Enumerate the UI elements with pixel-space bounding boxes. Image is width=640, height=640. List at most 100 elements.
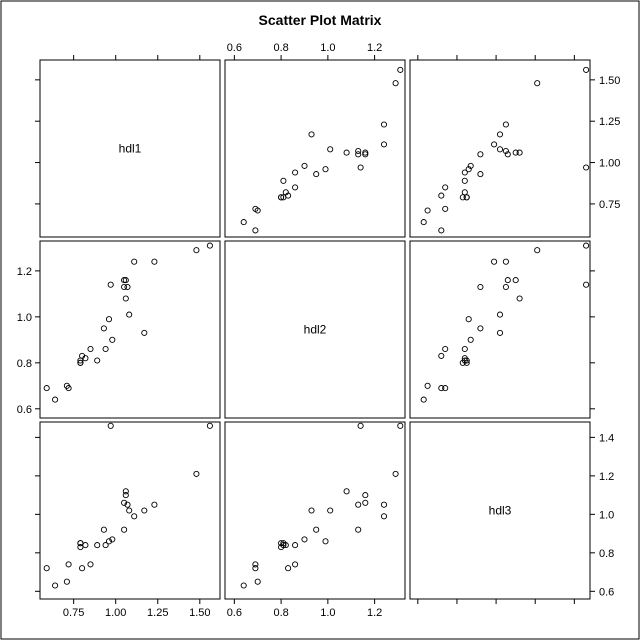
left-tick-label-hdl2-3: 1.2 <box>17 266 32 278</box>
point-hdl1-vs-hdl3-18 <box>512 149 519 156</box>
point-hdl1-vs-hdl3-10 <box>461 177 468 184</box>
top-tick-label-hdl2-1: 0.8 <box>273 42 288 54</box>
point-hdl3-vs-hdl1-3 <box>65 561 72 568</box>
point-hdl2-vs-hdl3-21 <box>496 311 504 318</box>
point-hdl3-vs-hdl1-4 <box>77 544 84 551</box>
point-hdl3-vs-hdl1-7 <box>77 540 84 547</box>
point-hdl2-vs-hdl3-17 <box>504 277 511 284</box>
point-hdl3-vs-hdl2-11 <box>313 526 320 533</box>
point-hdl2-vs-hdl1-22 <box>131 258 138 265</box>
panel-hdl1-vs-hdl1 <box>39 59 221 238</box>
point-hdl1-vs-hdl2-10 <box>280 177 287 184</box>
top-tick-label-hdl2-3: 1.2 <box>367 42 382 54</box>
point-hdl2-vs-hdl3-10 <box>461 357 468 364</box>
point-hdl1-vs-hdl3-16 <box>477 151 484 158</box>
left-tick-label-hdl2-1: 0.8 <box>17 358 32 370</box>
point-hdl1-vs-hdl3-6 <box>438 192 445 199</box>
point-hdl1-vs-hdl2-0 <box>252 227 259 234</box>
point-hdl1-vs-hdl3-15 <box>467 162 474 169</box>
left-tick-label-hdl2-0: 0.6 <box>17 404 32 416</box>
point-hdl2-vs-hdl3-22 <box>491 258 498 265</box>
point-hdl2-vs-hdl3-9 <box>442 345 449 353</box>
point-hdl3-vs-hdl2-19 <box>343 488 350 495</box>
point-hdl3-vs-hdl1-12 <box>102 542 109 549</box>
point-hdl3-vs-hdl2-24 <box>380 501 388 508</box>
bottom-tick-label-hdl1-3: 1.50 <box>189 607 210 619</box>
point-hdl1-vs-hdl3-23 <box>496 131 504 138</box>
point-hdl3-vs-hdl2-23 <box>308 507 315 514</box>
right-tick-label-hdl3-0: 0.6 <box>599 586 614 598</box>
point-hdl2-vs-hdl3-20 <box>502 283 509 291</box>
point-hdl2-vs-hdl1-26 <box>206 242 213 249</box>
point-hdl2-vs-hdl3-18 <box>512 277 519 284</box>
point-hdl3-vs-hdl2-8 <box>282 542 289 549</box>
point-hdl1-vs-hdl2-8 <box>282 189 289 196</box>
point-hdl3-vs-hdl2-20 <box>355 501 362 508</box>
point-hdl1-vs-hdl3-24 <box>502 121 509 128</box>
point-hdl3-vs-hdl2-2 <box>254 578 261 585</box>
point-hdl3-vs-hdl1-19 <box>122 488 129 495</box>
point-hdl2-vs-hdl3-2 <box>424 382 431 389</box>
point-hdl1-vs-hdl2-24 <box>380 121 388 128</box>
point-hdl2-vs-hdl3-14 <box>583 281 590 288</box>
point-hdl3-vs-hdl1-2 <box>63 578 70 585</box>
point-hdl1-vs-hdl2-23 <box>308 131 315 138</box>
point-hdl1-vs-hdl2-14 <box>357 164 364 171</box>
point-hdl3-vs-hdl1-1 <box>52 582 59 589</box>
diagonal-label-hdl2: hdl2 <box>304 323 327 337</box>
point-hdl2-vs-hdl1-18 <box>122 277 129 284</box>
point-hdl2-vs-hdl1-1 <box>52 396 59 403</box>
point-hdl2-vs-hdl3-19 <box>516 295 523 302</box>
right-tick-label-hdl3-4: 1.4 <box>599 432 614 444</box>
point-hdl1-vs-hdl2-12 <box>292 169 299 176</box>
point-hdl1-vs-hdl3-25 <box>534 80 541 87</box>
point-hdl1-vs-hdl3-26 <box>583 66 590 73</box>
point-hdl2-vs-hdl3-16 <box>477 283 484 291</box>
point-hdl3-vs-hdl2-6 <box>285 565 292 572</box>
point-hdl1-vs-hdl2-7 <box>278 194 285 201</box>
point-hdl1-vs-hdl3-12 <box>461 169 468 176</box>
point-hdl3-vs-hdl2-1 <box>240 582 247 589</box>
point-hdl3-vs-hdl1-6 <box>79 565 86 572</box>
point-hdl2-vs-hdl1-10 <box>94 357 101 364</box>
top-tick-label-hdl2-2: 1.0 <box>320 42 335 54</box>
diagonal-label-hdl1: hdl1 <box>119 142 142 156</box>
point-hdl3-vs-hdl1-26 <box>206 422 213 429</box>
point-hdl1-vs-hdl2-11 <box>313 171 320 178</box>
point-hdl3-vs-hdl1-21 <box>126 507 133 514</box>
point-hdl3-vs-hdl1-17 <box>121 499 128 506</box>
right-tick-label-hdl3-2: 1.0 <box>599 509 614 521</box>
point-hdl2-vs-hdl1-0 <box>43 385 50 392</box>
point-hdl3-vs-hdl2-10 <box>280 542 287 549</box>
point-hdl3-vs-hdl2-3 <box>252 561 259 568</box>
point-hdl2-vs-hdl3-25 <box>534 247 541 254</box>
bottom-tick-label-hdl2-1: 0.8 <box>273 607 288 619</box>
right-tick-label-hdl3-1: 0.8 <box>599 548 614 560</box>
point-hdl3-vs-hdl2-18 <box>362 492 369 499</box>
point-hdl1-vs-hdl3-13 <box>465 166 472 173</box>
point-hdl1-vs-hdl2-13 <box>322 166 329 173</box>
point-hdl3-vs-hdl1-22 <box>131 513 138 520</box>
point-hdl3-vs-hdl1-16 <box>121 526 128 533</box>
point-hdl3-vs-hdl1-14 <box>107 422 114 429</box>
point-hdl2-vs-hdl3-13 <box>465 316 472 323</box>
point-hdl1-vs-hdl2-17 <box>362 151 369 158</box>
point-hdl1-vs-hdl2-26 <box>397 66 404 73</box>
point-hdl2-vs-hdl1-12 <box>102 345 109 353</box>
point-hdl1-vs-hdl3-4 <box>459 194 466 201</box>
bottom-tick-label-hdl1-2: 1.25 <box>147 607 168 619</box>
point-hdl1-vs-hdl3-3 <box>442 205 449 212</box>
point-hdl2-vs-hdl1-13 <box>105 316 113 323</box>
point-hdl3-vs-hdl2-14 <box>357 422 364 429</box>
panel-hdl2-vs-hdl2 <box>224 240 406 419</box>
point-hdl2-vs-hdl1-9 <box>87 345 94 353</box>
point-hdl2-vs-hdl1-16 <box>121 283 128 291</box>
panel-hdl3-vs-hdl2 <box>224 421 406 600</box>
panel-hdl2-vs-hdl1 <box>39 240 221 419</box>
point-hdl2-vs-hdl1-17 <box>121 277 128 284</box>
point-hdl3-vs-hdl1-11 <box>100 526 107 533</box>
point-hdl3-vs-hdl2-0 <box>252 565 259 572</box>
point-hdl3-vs-hdl2-16 <box>355 526 362 533</box>
point-hdl2-vs-hdl3-0 <box>438 385 445 392</box>
